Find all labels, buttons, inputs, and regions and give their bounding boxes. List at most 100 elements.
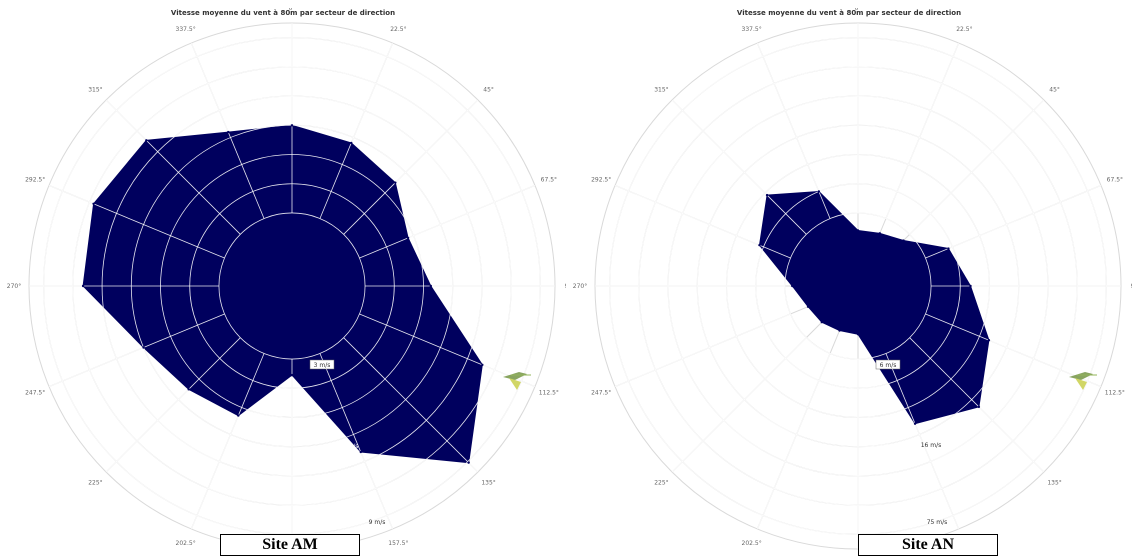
direction-label: 225° [88, 480, 102, 487]
ring-label: 16 m/s [921, 442, 942, 449]
ring-label: 6 m/s [342, 443, 359, 450]
spoke-overlay [909, 99, 1045, 235]
direction-label: 0° [855, 5, 862, 12]
ring-label: 3 m/s [309, 359, 335, 370]
spoke-overlay [319, 42, 394, 219]
legend-glyph [503, 372, 531, 390]
data-point [467, 461, 470, 464]
wind-speed-area [82, 124, 483, 464]
direction-label: 315° [88, 86, 102, 93]
data-point [359, 450, 362, 454]
spoke-overlay [359, 184, 536, 259]
direction-label: 45° [1049, 86, 1060, 93]
polar-plot-site-am: 0°22.5°45°67.5°90°112.5°135°157.5°180°20… [7, 5, 566, 550]
direction-label: 247.5° [591, 389, 611, 396]
data-point [350, 141, 353, 145]
data-point [227, 130, 230, 134]
data-point [987, 339, 991, 342]
ring-label-text: 9 m/s [369, 519, 386, 526]
site-label: Site AN [858, 534, 998, 556]
glyph-leaf [1075, 378, 1087, 390]
spoke-overlay [343, 337, 479, 473]
data-point [765, 193, 769, 197]
direction-label: 0° [289, 5, 296, 12]
direction-label: 270° [573, 283, 587, 290]
direction-label: 202.5° [176, 540, 196, 547]
ring-label-box [875, 359, 901, 370]
direction-label: 270° [7, 283, 21, 290]
direction-label: 112.5° [539, 389, 559, 396]
direction-label: 225° [654, 480, 668, 487]
spoke-overlay [925, 313, 1102, 388]
data-point [237, 414, 240, 417]
spoke-overlay [359, 313, 536, 388]
data-point [820, 320, 824, 324]
direction-label: 315° [654, 86, 668, 93]
data-point [758, 243, 761, 247]
spoke-overlay [190, 42, 265, 219]
ring-label-text: 16 m/s [921, 442, 942, 449]
direction-label: 67.5° [1107, 177, 1123, 184]
ring-label: 9 m/s [369, 519, 386, 526]
data-point [856, 333, 860, 336]
data-point [429, 284, 433, 288]
ring-label: 75 m/s [927, 519, 948, 526]
spoke-overlay [756, 353, 831, 530]
data-point [187, 388, 190, 391]
chart-title: Vitesse moyenne du vent à 80m par secteu… [170, 9, 396, 17]
data-point [947, 247, 950, 250]
spoke-overlay [105, 337, 241, 473]
data-point [290, 373, 294, 377]
ring-label: 6 m/s [875, 359, 901, 370]
polar-plot-site-an: 0°22.5°45°67.5°90°112.5°135°157.5°180°20… [573, 5, 1132, 550]
spoke-overlay [885, 353, 960, 530]
direction-label: 135° [1047, 480, 1061, 487]
data-point [394, 181, 397, 184]
spoke-overlay [190, 353, 265, 530]
data-point [878, 232, 882, 235]
direction-label: 22.5° [956, 26, 972, 33]
wind-chart-site-am: 0°22.5°45°67.5°90°112.5°135°157.5°180°20… [0, 0, 566, 556]
spoke-overlay [48, 313, 225, 388]
direction-label: 90° [565, 283, 566, 290]
spoke-overlay [319, 353, 394, 530]
spoke-overlay [614, 313, 791, 388]
data-point [92, 202, 95, 206]
data-point [806, 305, 810, 308]
direction-label: 292.5° [591, 177, 611, 184]
ring-label-text: 6 m/s [880, 362, 897, 369]
spoke-overlay [885, 42, 960, 219]
ring-label-text: 3 m/s [314, 362, 331, 369]
site-label: Site AM [220, 534, 360, 556]
top-edge [566, 0, 1132, 8]
data-point [977, 405, 981, 409]
spoke-overlay [756, 42, 831, 219]
chart-title: Vitesse moyenne du vent à 80m par secteu… [736, 9, 962, 17]
spoke-overlay [48, 184, 225, 259]
legend-glyph [1069, 372, 1097, 390]
spoke-overlay [671, 337, 807, 473]
direction-label: 157.5° [388, 540, 408, 547]
spoke-overlay [343, 99, 479, 235]
direction-label: 135° [481, 480, 495, 487]
data-point [145, 139, 148, 142]
direction-label: 45° [483, 86, 494, 93]
top-edge [0, 0, 566, 8]
data-point [817, 190, 821, 193]
spoke-overlay [909, 337, 1045, 473]
ring-label-text: 75 m/s [927, 519, 948, 526]
data-point [290, 124, 294, 127]
ring-label-box [309, 359, 335, 370]
data-point [142, 346, 145, 349]
data-point [902, 239, 905, 242]
ring-label-text: 6 m/s [342, 443, 359, 450]
data-point [856, 229, 860, 232]
direction-label: 112.5° [1105, 389, 1125, 396]
data-point [969, 284, 972, 288]
direction-label: 337.5° [742, 26, 762, 33]
spoke-overlay [614, 184, 791, 259]
data-point [838, 329, 841, 332]
glyph-leaf [509, 378, 521, 390]
data-point [913, 422, 917, 425]
data-point [481, 363, 484, 367]
